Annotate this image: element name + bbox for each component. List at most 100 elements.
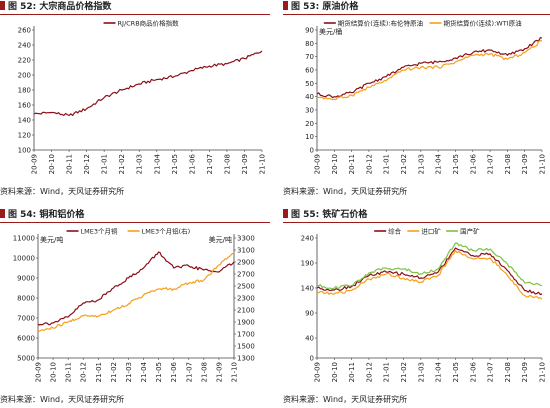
chart-panel-copper-aluminum: 图 54: 铜和铝价格 5000 6000 7000 8000 9000 10000 110… — [0, 208, 270, 408]
x-tick-label: 21-03 — [417, 362, 425, 382]
x-tick-label: 20-09 — [31, 154, 39, 174]
x-tick-label: 21-06 — [469, 153, 477, 174]
y-unit-label: 美元/吨 — [40, 235, 63, 244]
y-unit-label: 美元/桶 — [319, 27, 342, 36]
x-tick-label: 21-03 — [136, 154, 144, 174]
y-tick-label: 240 — [18, 42, 31, 50]
chart-title: 图 53: 原油价格 — [283, 0, 550, 15]
y-tick-label: 200 — [18, 72, 31, 80]
y-tick-label: 140 — [301, 285, 314, 293]
y-tick-label: 190 — [301, 260, 314, 268]
x-tick-label: 21-09 — [521, 362, 529, 382]
legend-label: LME3个月铝(右) — [142, 227, 191, 236]
x-tick-label: 21-07 — [206, 154, 214, 174]
figure-title: 铜和铝价格 — [39, 210, 85, 220]
x-tick-label: 20-10 — [331, 154, 339, 174]
y-tick-label: 9000 — [17, 275, 35, 283]
x-tick-label: 21-01 — [383, 362, 391, 382]
x-tick-label: 20-12 — [80, 362, 88, 382]
x-tick-label: 21-08 — [504, 154, 512, 174]
series-line — [316, 242, 543, 290]
x-tick-label: 20-12 — [365, 154, 373, 174]
figure-label: 图 55: — [291, 210, 320, 220]
x-tick-label: 21-04 — [140, 361, 148, 382]
x-tick-label: 21-05 — [155, 362, 163, 382]
source-note: 资料来源：Wind，天风证券研究所 — [0, 187, 125, 196]
y-tick-label: 10000 — [13, 255, 35, 263]
y-tick-label: 260 — [18, 27, 31, 35]
x-tick-label: 21-10 — [259, 154, 267, 174]
y-tick-label: 6000 — [17, 335, 35, 343]
x-tick-label: 21-10 — [539, 362, 547, 382]
x-tick-label: 21-04 — [153, 153, 161, 174]
y-tick-label: 0 — [310, 355, 314, 363]
x-tick-label: 21-02 — [110, 362, 118, 382]
x-tick-label: 21-03 — [417, 154, 425, 174]
y-tick-label: 7000 — [17, 315, 35, 323]
x-tick-label: 21-10 — [231, 362, 239, 382]
chart-title: 图 55: 铁矿石价格 — [283, 208, 550, 223]
y-tick-label: 40 — [305, 93, 314, 101]
x-tick-label: 20-10 — [48, 154, 56, 174]
legend-label: LME3个月铜 — [81, 227, 118, 236]
y-right-tick-label: 1500 — [237, 343, 255, 351]
chart-title: 图 52: 大宗商品价格指数 — [0, 0, 270, 15]
y-tick-label: 100 — [18, 147, 31, 155]
x-tick-label: 21-05 — [452, 362, 460, 382]
legend-label: RJ/CRB商品价格指数 — [118, 19, 180, 28]
legend-label: 期货结算价(连续):WTI原油 — [444, 19, 522, 28]
series-line — [37, 251, 235, 326]
x-tick-label: 21-02 — [118, 154, 126, 174]
x-tick-label: 21-08 — [223, 154, 231, 174]
x-tick-label: 21-09 — [521, 154, 529, 174]
x-tick-label: 21-09 — [215, 362, 223, 382]
series-line — [316, 37, 543, 99]
y-tick-label: 60 — [305, 67, 314, 75]
x-tick-label: 21-03 — [125, 362, 133, 382]
legend-label: 期货结算价(连续):布伦特原油 — [338, 19, 423, 28]
y-right-tick-label: 2300 — [237, 295, 255, 303]
y-tick-label: 30 — [305, 107, 314, 115]
y-right-tick-label: 1300 — [237, 355, 255, 363]
x-tick-label: 21-09 — [241, 154, 249, 174]
y-tick-label: 0 — [310, 147, 314, 155]
x-tick-label: 21-08 — [200, 362, 208, 382]
x-tick-label: 21-01 — [383, 154, 391, 174]
y-right-tick-label: 2900 — [237, 259, 255, 267]
legend-label: 国产矿 — [460, 227, 480, 236]
figure-label: 图 52: — [8, 2, 37, 12]
y-tick-label: 8000 — [17, 295, 35, 303]
x-tick-label: 20-09 — [314, 362, 322, 382]
y-tick-label: 5000 — [17, 355, 35, 363]
x-tick-label: 20-11 — [348, 362, 356, 382]
x-tick-label: 20-09 — [35, 362, 43, 382]
x-tick-label: 20-11 — [65, 362, 73, 382]
title-marker-icon — [0, 209, 5, 218]
y-right-unit-label: 美元/吨 — [209, 235, 232, 244]
y-right-tick-label: 1900 — [237, 319, 255, 327]
title-marker-icon — [0, 1, 5, 10]
figure-title: 大宗商品价格指数 — [39, 2, 112, 12]
source-note: 资料来源：Wind，天风证券研究所 — [283, 187, 408, 196]
x-tick-label: 21-10 — [539, 154, 547, 174]
figure-title: 原油价格 — [322, 2, 359, 12]
y-tick-label: 50 — [305, 80, 314, 88]
chart-panel-commodity-index: 图 52: 大宗商品价格指数 100 120 140 160 180 200 220 240 2… — [0, 0, 270, 200]
x-tick-label: 20-11 — [66, 154, 74, 174]
x-tick-label: 21-02 — [400, 154, 408, 174]
series-line — [33, 50, 263, 117]
chart-title: 图 54: 铜和铝价格 — [0, 208, 270, 223]
title-marker-icon — [283, 209, 288, 218]
y-tick-label: 80 — [305, 40, 314, 48]
x-tick-label: 21-07 — [487, 154, 495, 174]
x-tick-label: 20-12 — [83, 154, 91, 174]
x-tick-label: 21-01 — [101, 154, 109, 174]
legend-label: 综合 — [388, 227, 402, 236]
y-tick-label: 180 — [18, 87, 31, 95]
source-note: 资料来源：Wind，天风证券研究所 — [0, 395, 125, 404]
chart-panel-crude-oil: 图 53: 原油价格 0 10 20 30 40 50 60 70 80 90 20-09 20-10… — [283, 0, 550, 200]
x-tick-label: 21-05 — [452, 154, 460, 174]
x-tick-label: 20-11 — [348, 154, 356, 174]
x-tick-label: 21-01 — [95, 362, 103, 382]
y-right-tick-label: 3100 — [237, 247, 255, 255]
